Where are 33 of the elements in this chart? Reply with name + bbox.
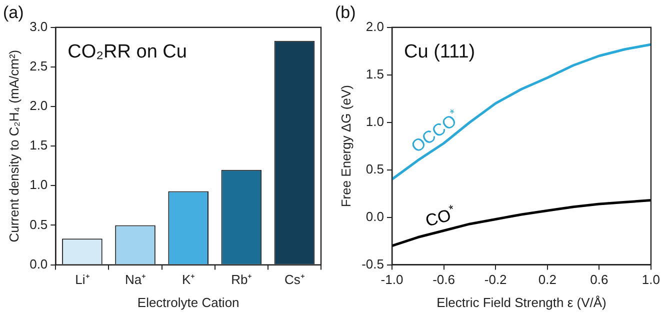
chart-title: (a) [3,2,24,22]
y-tick-label: 3.0 [30,18,48,34]
x-tick-label: 0.2 [538,272,556,288]
y-tick-label: 2.0 [366,18,384,34]
x-tick-label: 1.0 [642,272,660,288]
y-tick-label: 0.0 [30,256,48,272]
x-tick-label: Li⁺ [75,272,90,288]
y-tick-label: 1.0 [30,177,48,192]
y-axis-title: Current density to C₂H₄ (mA/cm²) [6,50,22,242]
y-tick-label: 2.0 [30,98,48,114]
y-tick-label: 2.5 [30,58,48,74]
y-axis-title: Free Energy ΔG (eV) [338,85,354,208]
x-axis-title: Electric Field Strength ε (V/Å) [436,294,606,310]
y-tick-label: 0.0 [366,208,384,224]
x-axis-title: Electrolyte Cation [137,294,240,310]
x-tick-label: Na⁺ [124,272,146,288]
x-tick-label: -0.6 [432,272,455,288]
x-tick-label: -1.0 [380,272,404,288]
x-tick-label: Cs⁺ [284,272,304,288]
x-tick-label: -0.2 [484,272,507,288]
y-tick-label: 1.5 [366,66,384,82]
x-tick-label: K⁺ [182,272,195,288]
chart-title: (b) [335,2,356,22]
y-tick-label: -0.5 [362,256,384,272]
y-tick-label: 1.0 [366,114,384,129]
text: CO* [423,202,456,230]
x-tick-label: 0.6 [590,272,608,288]
annotation: Cu (111) [404,41,476,62]
y-tick-label: 0.5 [366,161,384,176]
annotation: CO₂RR on Cu [68,41,187,62]
x-tick-label: Rb⁺ [231,272,252,288]
y-tick-label: 1.5 [30,138,48,153]
y-tick-label: 0.5 [30,216,48,232]
